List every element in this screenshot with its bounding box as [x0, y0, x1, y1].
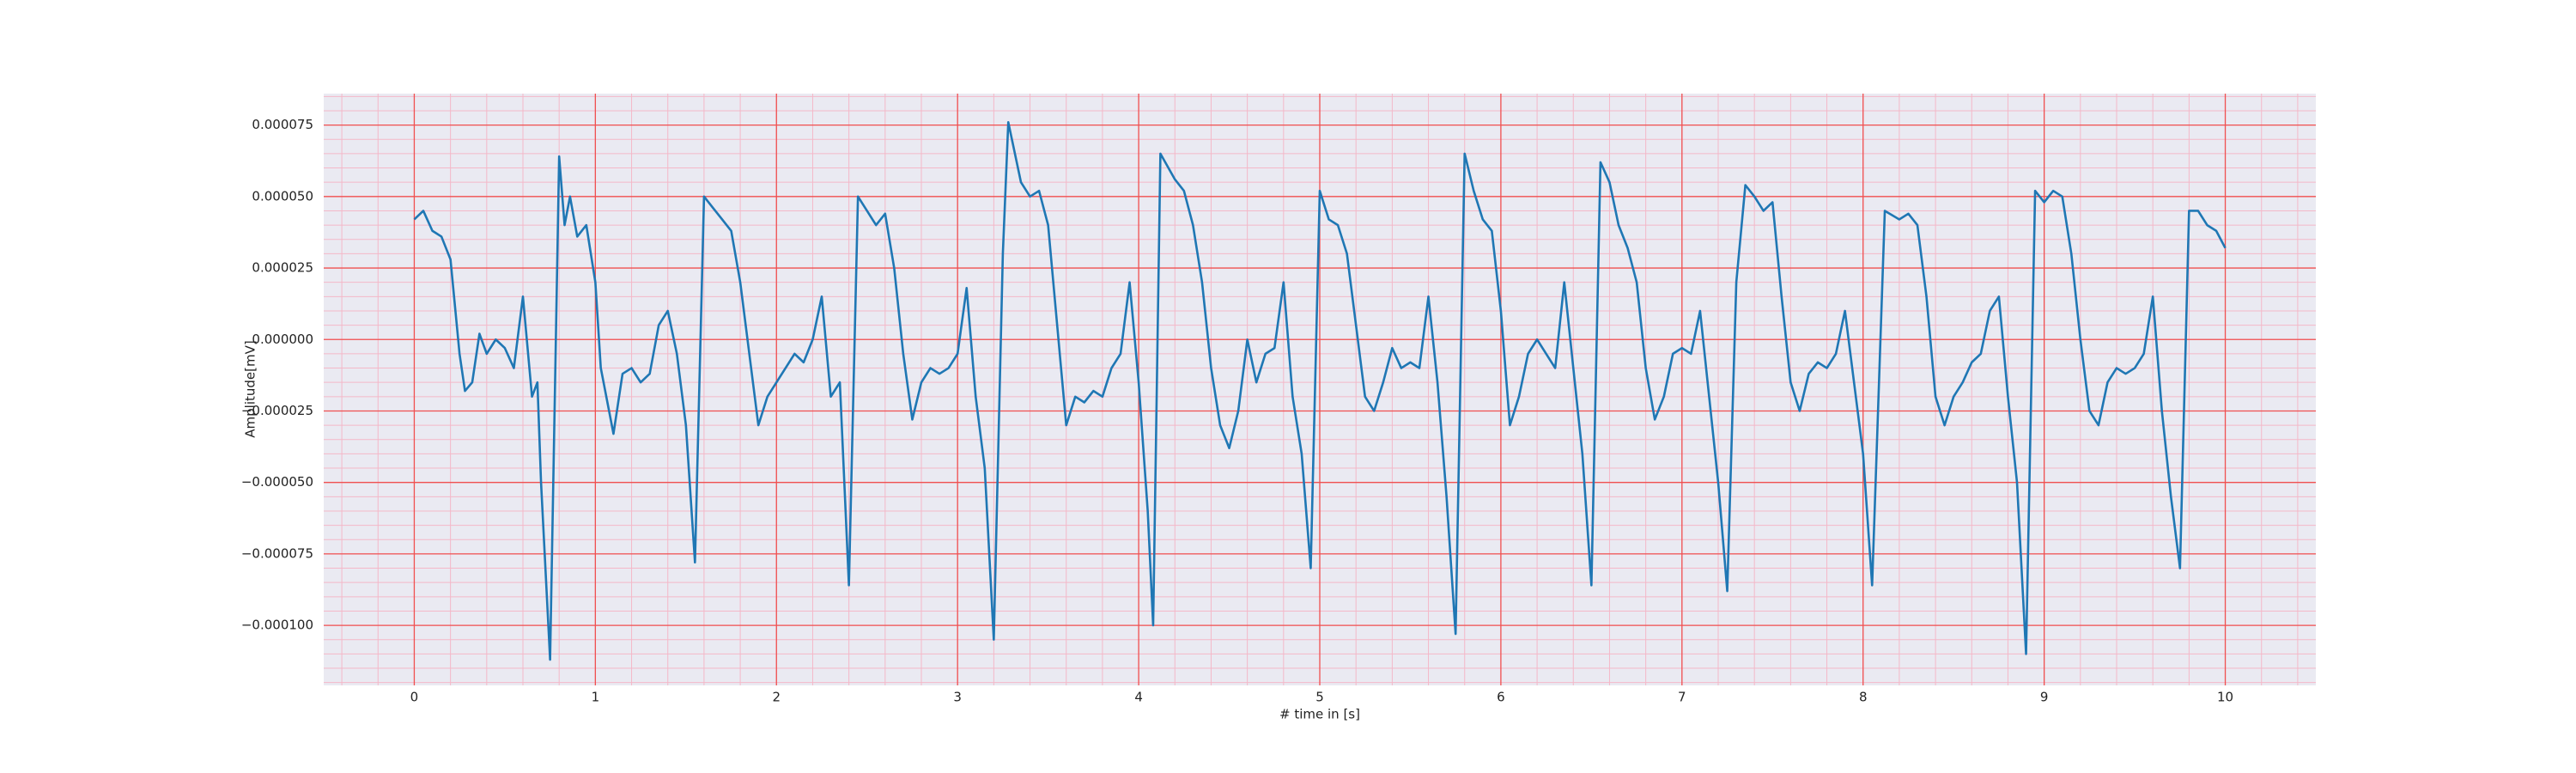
- y-tick-label: −0.000100: [241, 618, 313, 633]
- x-tick-label: 10: [2217, 690, 2233, 705]
- x-tick-label: 9: [2040, 690, 2049, 705]
- y-tick-label: 0.000075: [252, 117, 313, 132]
- x-tick-label: 6: [1497, 690, 1505, 705]
- x-tick-label: 8: [1859, 690, 1868, 705]
- x-tick-label: 3: [953, 690, 962, 705]
- x-tick-label: 2: [772, 690, 781, 705]
- x-tick-label: 1: [592, 690, 600, 705]
- x-tick-label: 7: [1678, 690, 1686, 705]
- y-tick-label: −0.000050: [241, 474, 313, 490]
- signal-line: [413, 120, 2227, 661]
- x-tick-label: 4: [1134, 690, 1143, 705]
- y-tick-label: −0.000025: [241, 403, 313, 418]
- y-tick-label: 0.000025: [252, 260, 313, 276]
- y-axis-label: Amplitude[mV]: [243, 340, 258, 437]
- x-tick-label: 0: [410, 690, 419, 705]
- x-axis-label: # time in [s]: [1279, 707, 1360, 722]
- y-tick-label: −0.000075: [241, 545, 313, 561]
- x-tick-label: 5: [1315, 690, 1324, 705]
- y-tick-label: 0.000000: [252, 332, 313, 347]
- y-tick-label: 0.000050: [252, 188, 313, 204]
